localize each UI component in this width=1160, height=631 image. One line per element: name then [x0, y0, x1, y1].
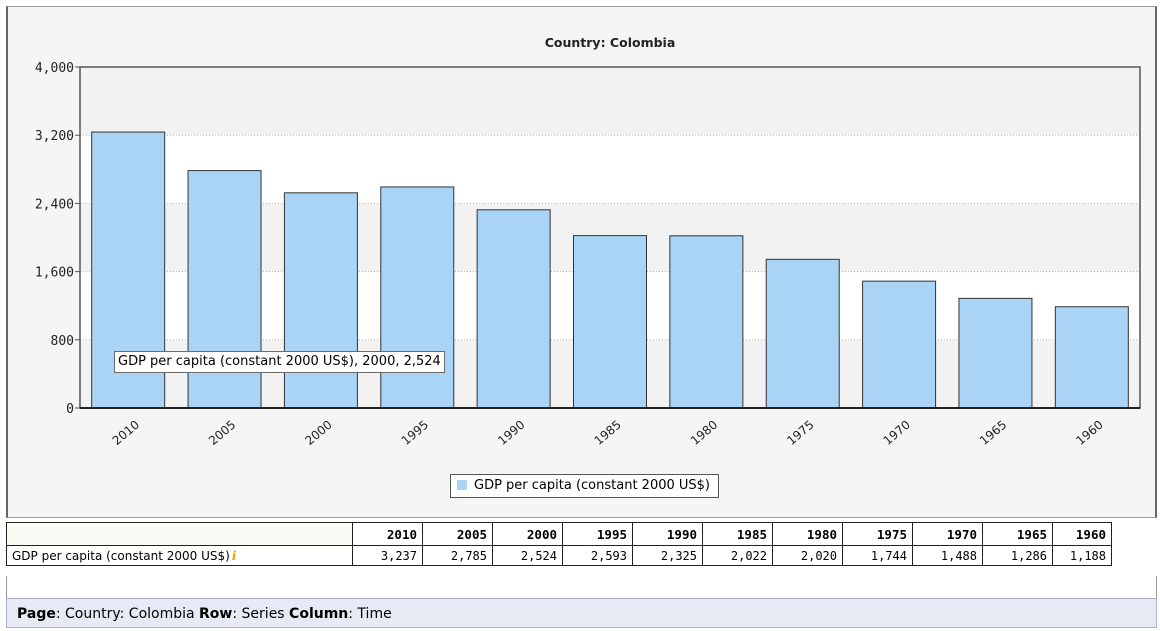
- bar: [573, 235, 647, 409]
- table-cell: 2,593: [562, 545, 633, 566]
- y-tick-label: 2,400: [35, 197, 74, 212]
- bar: [669, 235, 744, 409]
- x-tick-label: 1975: [784, 418, 816, 448]
- x-tick-label: 2005: [206, 418, 238, 448]
- bar: [862, 280, 937, 409]
- table-corner-cell: [6, 522, 353, 546]
- column-header[interactable]: 1995: [562, 522, 633, 546]
- column-header[interactable]: 1965: [982, 522, 1053, 546]
- x-tick-label: 1990: [495, 418, 527, 448]
- table-cell: 2,020: [772, 545, 843, 566]
- x-tick-label: 1980: [688, 418, 720, 448]
- column-header[interactable]: 1990: [632, 522, 703, 546]
- x-tick-label: 2000: [302, 418, 334, 448]
- column-header[interactable]: 1975: [842, 522, 913, 546]
- y-tick-label: 3,200: [35, 129, 74, 144]
- column-header[interactable]: 1960: [1052, 522, 1112, 546]
- table-cell: 1,286: [982, 545, 1053, 566]
- bar-chart: 0 800 1,600 2,400 3,200 4,000 2010 2005 2000 1995…: [35, 35, 1141, 448]
- y-tick-label: 4,000: [35, 61, 74, 76]
- table-cell: 2,524: [492, 545, 563, 566]
- y-tick-label: 0: [66, 402, 74, 417]
- column-header[interactable]: 1980: [772, 522, 843, 546]
- legend-label: GDP per capita (constant 2000 US$): [474, 478, 710, 493]
- column-header[interactable]: 1985: [702, 522, 773, 546]
- table-spacer: [6, 576, 1157, 598]
- table-cell: 1,488: [912, 545, 983, 566]
- x-tick-label: 1965: [977, 418, 1009, 448]
- data-table: 2010 2005 2000 1995 1990 1985 1980 1975 …: [6, 522, 1112, 566]
- bar: [283, 192, 358, 409]
- x-tick-label: 1985: [592, 418, 624, 448]
- info-icon[interactable]: i: [231, 548, 237, 563]
- pivot-footer: Page: Country: Colombia Row: Series Colu…: [6, 598, 1157, 628]
- bar: [765, 258, 840, 409]
- table-cell: 2,022: [702, 545, 773, 566]
- chart-legend[interactable]: GDP per capita (constant 2000 US$): [450, 474, 719, 498]
- x-tick-label: 2010: [110, 418, 142, 448]
- row-header: GDP per capita (constant 2000 US$) i: [6, 545, 353, 566]
- footer-page-value: : Country: Colombia: [55, 606, 200, 622]
- table-header-row: 2010 2005 2000 1995 1990 1985 1980 1975 …: [6, 522, 1112, 546]
- table-cell: 3,237: [352, 545, 423, 566]
- x-tick-label: 1970: [881, 418, 913, 448]
- column-header[interactable]: 1970: [912, 522, 983, 546]
- chart-title: Country: Colombia: [545, 35, 676, 50]
- column-header[interactable]: 2005: [422, 522, 493, 546]
- y-tick-label: 800: [51, 334, 74, 349]
- y-tick-label: 1,600: [35, 266, 74, 281]
- bar: [380, 186, 455, 409]
- bar: [476, 209, 551, 409]
- table-cell: 1,188: [1052, 545, 1112, 566]
- top-bar: [0, 0, 1160, 5]
- plot-band: [80, 67, 1140, 136]
- column-header[interactable]: 2010: [352, 522, 423, 546]
- x-tick-label: 1960: [1073, 418, 1105, 448]
- bar: [1054, 306, 1129, 409]
- footer-row-label: Row: [199, 606, 233, 622]
- footer-column-value: : Time: [348, 606, 392, 622]
- x-tick-label: 1995: [399, 418, 431, 448]
- table-cell: 2,785: [422, 545, 493, 566]
- table-row: GDP per capita (constant 2000 US$) i 3,23…: [6, 545, 1112, 566]
- footer-column-label: Column: [289, 606, 349, 622]
- bar-tooltip: GDP per capita (constant 2000 US$), 2000…: [114, 351, 445, 373]
- table-cell: 2,325: [632, 545, 703, 566]
- footer-page-label: Page: [17, 606, 56, 622]
- row-label: GDP per capita (constant 2000 US$): [12, 548, 230, 563]
- table-cell: 1,744: [842, 545, 913, 566]
- bar: [958, 297, 1033, 409]
- footer-row-value: : Series: [232, 606, 290, 622]
- column-header[interactable]: 2000: [492, 522, 563, 546]
- legend-swatch: [457, 480, 467, 490]
